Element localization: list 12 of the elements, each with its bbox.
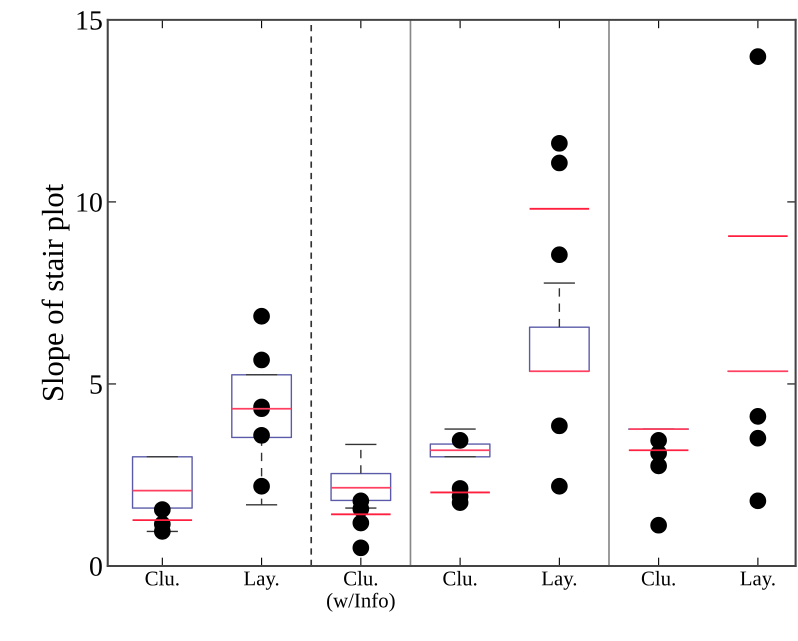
y-tick-label: 5 [90,375,102,394]
x-tick-label: Clu. [642,570,675,586]
x-tick-label: Lay. [244,572,278,590]
y-tick-label: 10 [78,193,102,212]
x-tick-label: Clu. [146,570,179,586]
x-tick-label: Lay. [542,572,576,590]
y-tick-label: 0 [90,557,102,576]
x-tick-label: Clu. (w/Info) [327,570,395,612]
x-tick-label: Clu. [443,570,476,586]
x-tick-label: Lay. [740,572,775,590]
y-tick-label: 15 [78,11,102,30]
y-axis-title: Slope of stair plot [42,184,70,400]
